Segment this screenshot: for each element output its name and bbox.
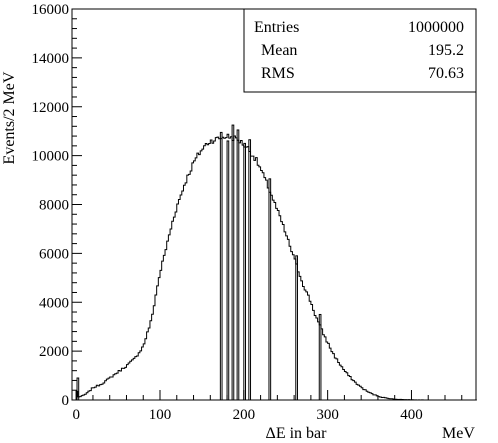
- y-tick-label: 2000: [39, 344, 69, 360]
- x-tick-label: 200: [233, 407, 256, 423]
- y-tick-label: 8000: [39, 198, 69, 214]
- stats-rms-value: 70.63: [428, 65, 464, 82]
- y-axis-label: Events/2 MeV: [1, 71, 18, 164]
- stats-mean-label: Mean: [261, 42, 297, 59]
- y-tick-label: 10000: [32, 149, 70, 165]
- histogram-outline: [75, 133, 477, 401]
- x-axis: 0 100 200 300 400: [72, 390, 463, 423]
- y-tick-label: 0: [62, 393, 70, 409]
- x-tick-label: 400: [400, 407, 423, 423]
- x-axis-unit: MeV: [442, 425, 475, 442]
- stats-box-border: [243, 8, 477, 93]
- x-tick-label: 0: [72, 407, 80, 423]
- x-axis-label: ΔE in bar: [266, 425, 328, 442]
- stats-box: Entries 1000000 Mean 195.2 RMS 70.63: [243, 8, 477, 93]
- stats-rms-label: RMS: [261, 65, 295, 82]
- stats-entries-value: 1000000: [408, 19, 464, 36]
- x-tick-label: 300: [316, 407, 339, 423]
- y-tick-label: 4000: [39, 295, 69, 311]
- y-tick-label: 6000: [39, 246, 69, 262]
- y-axis: 0 2000 4000 6000 8000 10000 12000 14000 16000: [32, 2, 82, 409]
- x-tick-label: 100: [149, 407, 172, 423]
- stats-entries-label: Entries: [254, 19, 299, 36]
- y-tick-label: 14000: [32, 51, 70, 67]
- stats-mean-value: 195.2: [428, 42, 464, 59]
- y-tick-label: 12000: [32, 100, 70, 116]
- y-tick-label: 16000: [32, 2, 70, 18]
